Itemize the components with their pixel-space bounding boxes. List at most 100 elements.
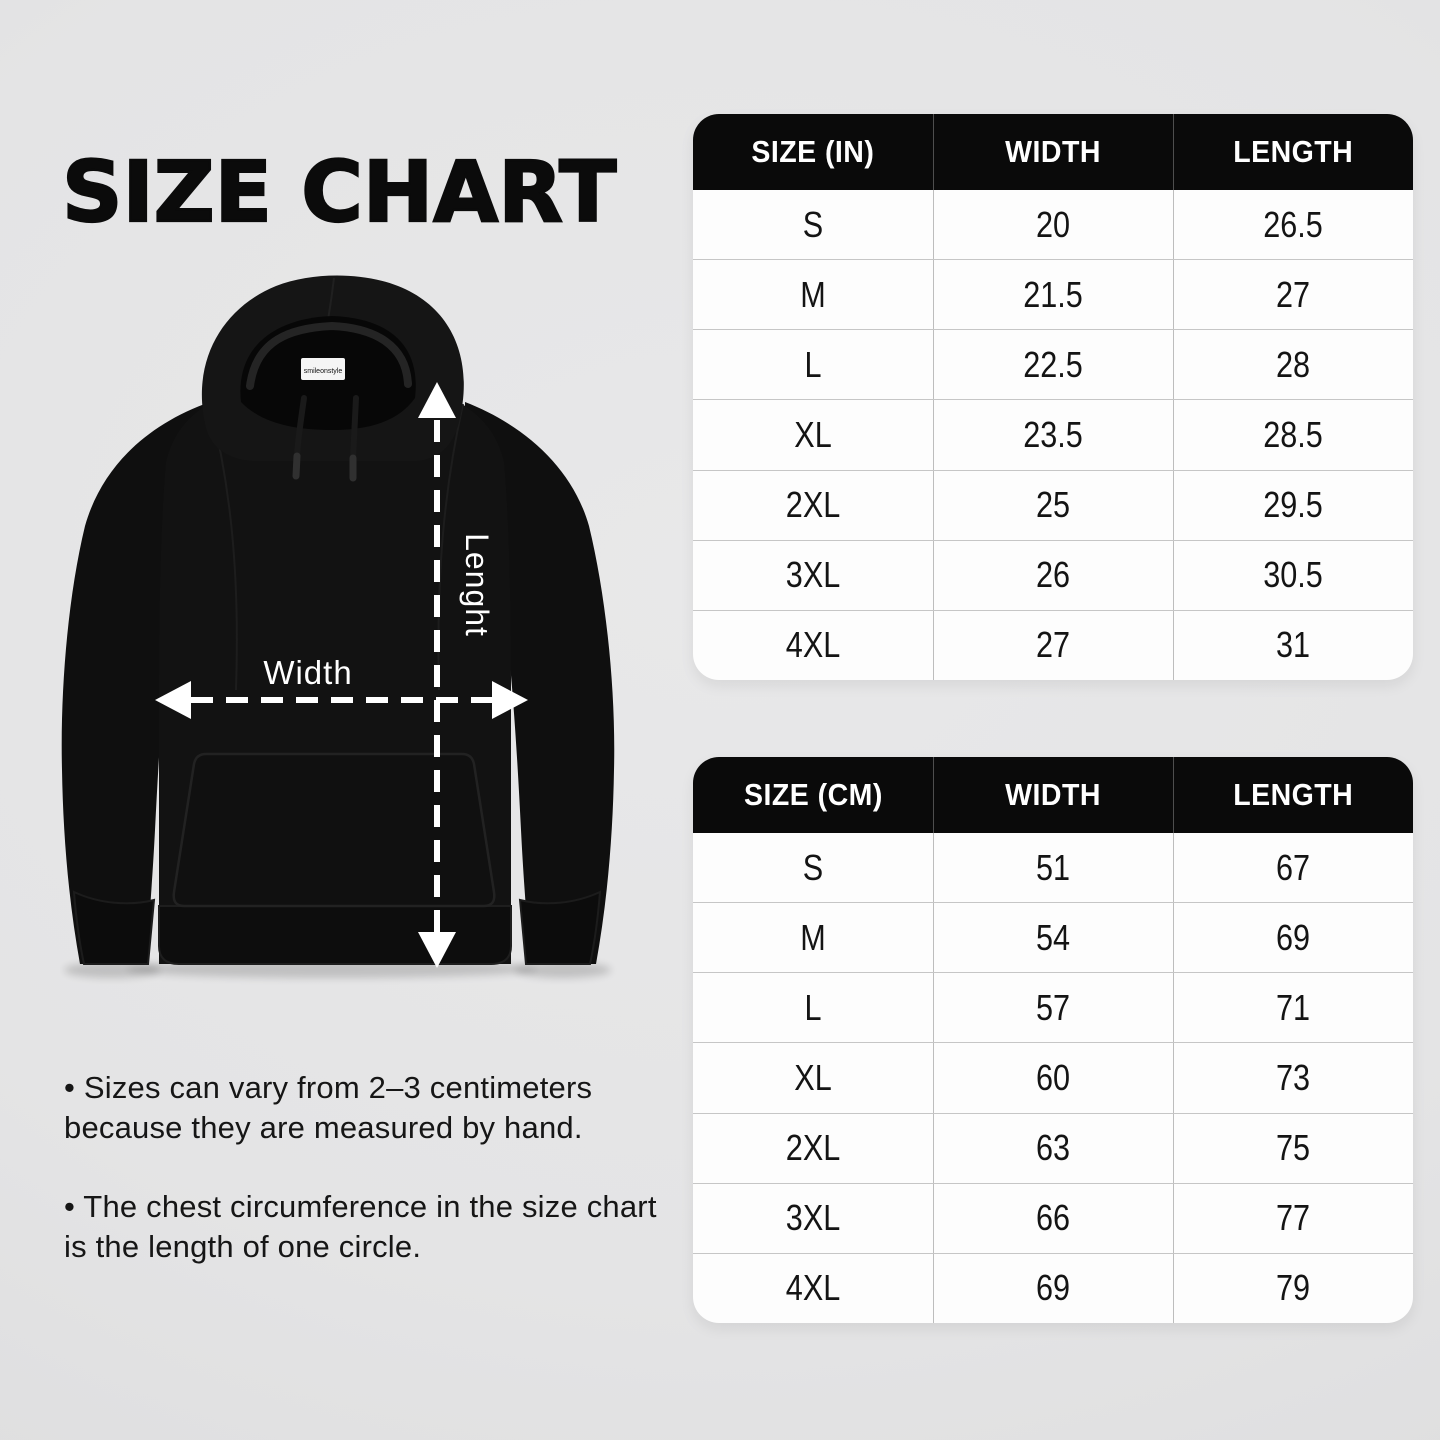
- cell-value: 26.5: [1263, 203, 1324, 245]
- table-header-row: SIZE (IN) WIDTH LENGTH: [693, 114, 1413, 190]
- size-cell: M: [693, 260, 933, 329]
- notes: • Sizes can vary from 2–3 centimeters be…: [64, 1068, 664, 1307]
- cell-value: 60: [1036, 1056, 1071, 1098]
- cell-value: 4XL: [785, 1267, 841, 1309]
- column-header: SIZE (IN): [693, 114, 933, 190]
- table-row: M 21.5 27: [693, 259, 1413, 330]
- width-cell: 23.5: [933, 400, 1173, 470]
- cell-value: 20: [1036, 203, 1071, 245]
- width-cell: 54: [933, 903, 1173, 973]
- table-row: L 22.5 28: [693, 329, 1413, 400]
- hoodie-illustration: smileonstyle Lenght Width: [61, 275, 615, 978]
- size-cell: 3XL: [693, 1184, 933, 1253]
- length-arrow-label: Lenght: [459, 533, 495, 637]
- length-cell: 26.5: [1173, 190, 1413, 260]
- table-header-row: SIZE (CM) WIDTH LENGTH: [693, 757, 1413, 833]
- length-cell: 71: [1173, 973, 1413, 1043]
- table-row: 3XL 26 30.5: [693, 539, 1413, 610]
- cell-value: 77: [1276, 1197, 1311, 1239]
- column-header-label: SIZE (CM): [743, 777, 883, 812]
- width-cell: 60: [933, 1043, 1173, 1113]
- column-header-label: LENGTH: [1233, 134, 1354, 169]
- column-header: SIZE (CM): [693, 757, 933, 833]
- size-cell: S: [693, 190, 933, 259]
- width-cell: 69: [933, 1253, 1173, 1323]
- size-table-inches: SIZE (IN) WIDTH LENGTH S 20 26.5 M 21.5 27 L 22.5 2…: [693, 114, 1413, 680]
- width-cell: 26: [933, 540, 1173, 610]
- length-cell: 67: [1173, 833, 1413, 903]
- size-cell: S: [693, 833, 933, 902]
- cell-value: 2XL: [785, 1127, 841, 1169]
- cell-value: 28: [1276, 343, 1311, 385]
- cell-value: 4XL: [785, 624, 841, 666]
- cell-value: 22.5: [1023, 343, 1084, 385]
- cell-value: 3XL: [785, 554, 841, 596]
- note-item: • The chest circumference in the size ch…: [64, 1189, 657, 1265]
- width-cell: 63: [933, 1113, 1173, 1183]
- cell-value: S: [802, 846, 824, 888]
- drawstring-left: [294, 395, 307, 459]
- width-cell: 66: [933, 1183, 1173, 1253]
- table-row: XL 23.5 28.5: [693, 399, 1413, 470]
- size-cell: M: [693, 903, 933, 972]
- cell-value: 2XL: [785, 484, 841, 526]
- table-row: 4XL 69 79: [693, 1252, 1413, 1323]
- size-cell: L: [693, 330, 933, 399]
- column-header: WIDTH: [933, 114, 1173, 190]
- length-cell: 79: [1173, 1253, 1413, 1323]
- size-cell: L: [693, 973, 933, 1042]
- cell-value: 26: [1036, 554, 1071, 596]
- cell-value: 75: [1276, 1127, 1311, 1169]
- table-row: L 57 71: [693, 972, 1413, 1043]
- table-body: S 51 67 M 54 69 L 57 71 XL 60 73 2XL 63 75 3XL 66 77 4XL 69…: [693, 833, 1413, 1323]
- length-cell: 30.5: [1173, 540, 1413, 610]
- note-item: • Sizes can vary from 2–3 centimeters be…: [64, 1070, 593, 1145]
- length-arrow: [418, 382, 456, 968]
- length-cell: 29.5: [1173, 470, 1413, 540]
- drawstring-left-aglet: [292, 452, 301, 480]
- cell-value: 69: [1036, 1267, 1071, 1309]
- size-cell: 4XL: [693, 611, 933, 680]
- cell-value: 27: [1276, 273, 1311, 315]
- column-header: LENGTH: [1173, 114, 1413, 190]
- cell-value: 73: [1276, 1056, 1311, 1098]
- cell-value: L: [804, 986, 822, 1028]
- width-cell: 57: [933, 973, 1173, 1043]
- table-row: 4XL 27 31: [693, 609, 1413, 680]
- column-header: LENGTH: [1173, 757, 1413, 833]
- width-cell: 21.5: [933, 260, 1173, 330]
- column-header-label: SIZE (IN): [751, 134, 875, 169]
- table-body: S 20 26.5 M 21.5 27 L 22.5 28 XL 23.5 28.5 2XL 25 29.5…: [693, 190, 1413, 680]
- size-cell: 2XL: [693, 1114, 933, 1183]
- length-cell: 75: [1173, 1113, 1413, 1183]
- cell-value: 63: [1036, 1127, 1071, 1169]
- cell-value: 28.5: [1263, 413, 1324, 455]
- width-cell: 20: [933, 190, 1173, 260]
- size-cell: 2XL: [693, 471, 933, 540]
- size-table-cm: SIZE (CM) WIDTH LENGTH S 51 67 M 54 69 L 57 71 XL 60 7…: [693, 757, 1413, 1323]
- width-cell: 25: [933, 470, 1173, 540]
- cell-value: XL: [794, 413, 832, 455]
- width-arrow: [155, 681, 528, 719]
- neck-tag-text: smileonstyle: [304, 368, 343, 375]
- table-row: M 54 69: [693, 902, 1413, 973]
- width-cell: 22.5: [933, 330, 1173, 400]
- length-cell: 73: [1173, 1043, 1413, 1113]
- cell-value: XL: [794, 1056, 832, 1098]
- cell-value: 69: [1276, 916, 1311, 958]
- cell-value: 31: [1276, 624, 1311, 666]
- cell-value: 30.5: [1263, 554, 1324, 596]
- column-header-label: LENGTH: [1233, 777, 1354, 812]
- size-cell: 4XL: [693, 1254, 933, 1323]
- column-header: WIDTH: [933, 757, 1173, 833]
- hoodie-measurement-figure: smileonstyle Lenght Width: [60, 270, 640, 985]
- cuff-left: [72, 890, 156, 965]
- length-cell: 69: [1173, 903, 1413, 973]
- table-row: 3XL 66 77: [693, 1182, 1413, 1253]
- cell-value: M: [800, 273, 826, 315]
- hood-inner-rim: [246, 321, 412, 390]
- cell-value: 21.5: [1023, 273, 1084, 315]
- width-cell: 51: [933, 833, 1173, 903]
- size-cell: 3XL: [693, 541, 933, 610]
- cuff-right: [518, 890, 602, 965]
